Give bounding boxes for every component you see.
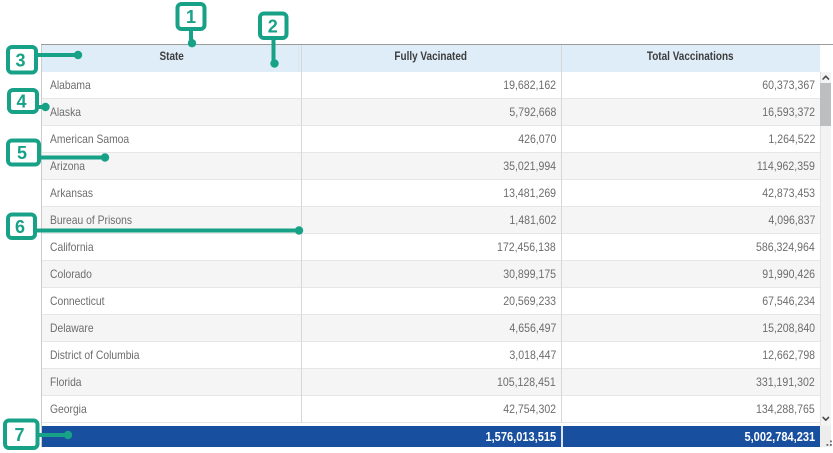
svg-text:6: 6 [15, 217, 25, 237]
svg-text:3: 3 [15, 50, 25, 70]
svg-text:7: 7 [14, 425, 24, 445]
svg-text:2: 2 [268, 17, 278, 37]
svg-text:4: 4 [16, 92, 26, 112]
svg-text:1: 1 [186, 7, 196, 27]
svg-text:5: 5 [17, 143, 27, 163]
